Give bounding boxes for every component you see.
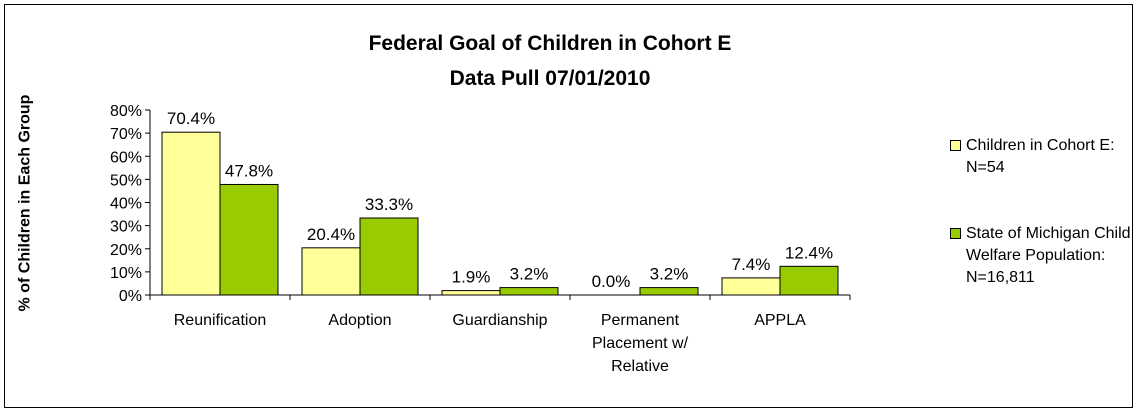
data-label: 33.3%	[365, 195, 413, 214]
legend-label-cohort-e: Children in Cohort E: N=54	[966, 137, 1115, 176]
data-label: 1.9%	[452, 268, 491, 287]
bar-cohort-e	[721, 277, 781, 296]
y-tick-label: 20%	[110, 242, 142, 259]
bar-cohort-e	[441, 290, 501, 296]
chart-frame: Federal Goal of Children in Cohort E Dat…	[4, 4, 1133, 408]
plot-area: 0% 10% 20% 30% 40% 50% 60% 70% 80% 70.4% 20.4% 1.9%…	[110, 103, 851, 375]
data-label: 7.4%	[732, 255, 771, 274]
y-tick-label: 70%	[110, 126, 142, 143]
data-label: 3.2%	[510, 265, 549, 284]
y-tick-label: 10%	[110, 265, 142, 282]
x-category-label: Reunification	[174, 312, 267, 329]
y-tick-label: 30%	[110, 219, 142, 236]
y-tick-label: 0%	[119, 288, 142, 305]
chart-subtitle: Data Pull 07/01/2010	[449, 67, 651, 90]
x-category-label: APPLA	[754, 312, 806, 329]
y-tick-label: 40%	[110, 196, 142, 213]
bar-michigan	[499, 287, 559, 296]
legend-swatch-cohort-e	[950, 140, 961, 151]
legend-swatch-michigan	[950, 228, 961, 239]
bar-michigan	[779, 265, 839, 296]
y-tick-label: 80%	[110, 103, 142, 120]
data-label: 0.0%	[592, 272, 631, 291]
bar-cohort-e	[161, 131, 221, 296]
bar-michigan	[639, 287, 699, 296]
x-category-label: Permanent Placement w/Relative	[592, 312, 689, 375]
bar-cohort-e	[301, 247, 361, 296]
x-category-label: Guardianship	[452, 312, 547, 329]
x-category-label: Adoption	[328, 312, 391, 329]
data-label: 70.4%	[167, 109, 215, 128]
data-label: 47.8%	[225, 161, 273, 180]
chart-title: Federal Goal of Children in Cohort E	[368, 32, 732, 55]
data-label: 3.2%	[650, 265, 689, 284]
legend-label-michigan: State of Michigan Child Welfare Populati…	[966, 225, 1131, 286]
y-tick-label: 50%	[110, 172, 142, 189]
y-tick-label: 60%	[110, 149, 142, 166]
bar-michigan	[359, 217, 419, 296]
data-label: 12.4%	[785, 243, 833, 262]
bar-michigan	[219, 183, 279, 296]
data-label: 20.4%	[307, 225, 355, 244]
